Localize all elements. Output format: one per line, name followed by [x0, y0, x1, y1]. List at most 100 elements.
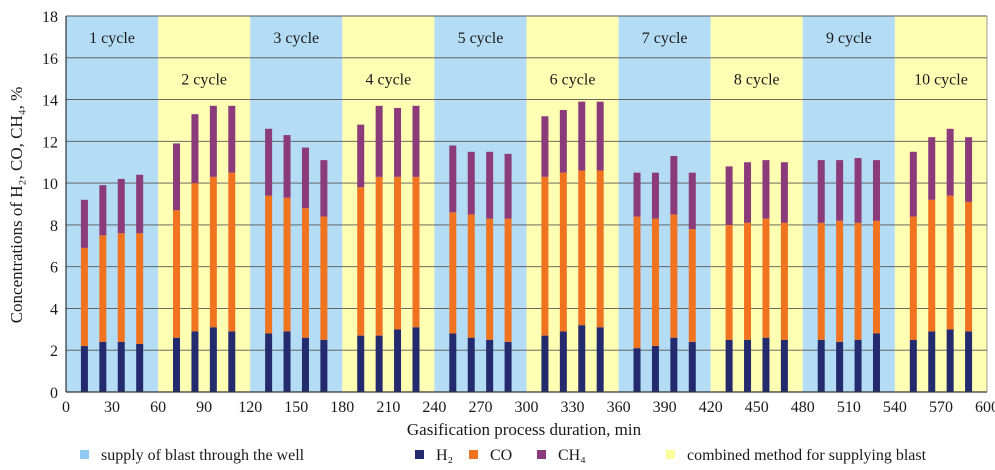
bar-segment-ch4: [725, 166, 733, 225]
bar-segment-h2: [854, 339, 862, 392]
axes: [65, 16, 988, 393]
cycle-label: 7 cycle: [642, 30, 688, 47]
bar-segment-ch4: [670, 155, 678, 215]
bar-segment-ch4: [228, 105, 236, 173]
bar-segment-h2: [688, 341, 696, 392]
x-tick-label: 210: [376, 399, 400, 416]
bar-segment-h2: [394, 329, 402, 392]
bar-segment-co: [394, 176, 402, 330]
gridlines: [66, 15, 987, 351]
x-tick-label: 240: [422, 399, 446, 416]
bar-segment-h2: [780, 339, 788, 392]
bar-segment-ch4: [80, 199, 88, 248]
bar-segment-h2: [136, 343, 144, 392]
bar-segment-h2: [375, 335, 383, 392]
bar-segment-h2: [80, 346, 88, 392]
bar-segment-co: [688, 229, 696, 342]
x-tick-label: 450: [745, 399, 769, 416]
bar-segment-co: [559, 172, 567, 332]
x-tick-label: 30: [104, 399, 120, 416]
y-tick-label: 2: [50, 343, 58, 360]
bar-segment-co: [670, 214, 678, 338]
bar-segment-co: [99, 235, 107, 342]
bar-segment-co: [486, 218, 494, 340]
y-tick-label: 4: [50, 301, 58, 318]
legend-swatch-ch4: [537, 450, 546, 459]
bar-segment-ch4: [504, 153, 512, 219]
cycle-label: 8 cycle: [734, 72, 780, 89]
bar-segment-h2: [596, 327, 604, 392]
bar-segment-ch4: [265, 128, 273, 196]
legend-swatch-co: [469, 450, 478, 459]
bar-segment-h2: [578, 325, 586, 392]
bar-segment-h2: [651, 346, 659, 392]
cycle-region: [250, 16, 343, 392]
x-tick-label: 60: [150, 399, 166, 416]
legend-swatch-h2: [415, 450, 424, 459]
bar-segment-h2: [486, 339, 494, 392]
bar-segment-co: [228, 172, 236, 332]
cycle-label: 5 cycle: [458, 30, 504, 47]
y-tick-label: 0: [50, 385, 58, 402]
bar-segment-ch4: [486, 151, 494, 219]
bar-segment-co: [872, 220, 880, 334]
y-tick-labels: 0 2 4 6 8 10 12 14 16 18: [42, 9, 58, 402]
bar-segment-ch4: [136, 174, 144, 234]
x-tick-label: 540: [883, 399, 907, 416]
y-tick-label: 18: [42, 9, 58, 26]
bar-segment-co: [928, 199, 936, 332]
bar-segment-ch4: [633, 172, 641, 217]
bar-segment-ch4: [394, 107, 402, 177]
x-tick-label: 180: [330, 399, 354, 416]
legend-swatch-combined: [666, 450, 675, 459]
bar-segment-ch4: [117, 178, 125, 234]
bar-segment-h2: [836, 341, 844, 392]
bar-segment-h2: [467, 337, 475, 392]
x-tick-label: 300: [515, 399, 539, 416]
bar-segment-co: [725, 224, 733, 340]
x-tick-label: 390: [653, 399, 677, 416]
bar-segment-ch4: [836, 160, 844, 221]
x-tick-label: 420: [699, 399, 723, 416]
cycle-label: 10 cycle: [914, 72, 968, 89]
x-tick-labels: 0 30 60 90 120 150 180 210 240 270 300 330 360 390 420…: [62, 399, 995, 416]
bar-segment-co: [209, 176, 217, 328]
bar-segment-ch4: [854, 158, 862, 223]
bar-segment-h2: [301, 337, 309, 392]
bar-segment-co: [596, 170, 604, 328]
bar-segment-co: [541, 176, 549, 336]
cycle-labels: 1 cycle 2 cycle 3 cycle 4 cycle 5 cycle 6 cyc…: [89, 30, 968, 89]
cycle-label: 2 cycle: [181, 72, 227, 89]
y-tick-label: 16: [42, 51, 58, 68]
cycle-label: 1 cycle: [89, 30, 135, 47]
bar-segment-ch4: [928, 137, 936, 200]
bar-segment-ch4: [412, 105, 420, 177]
bar-segment-co: [301, 208, 309, 338]
bar-segment-ch4: [375, 105, 383, 177]
cycle-label: 4 cycle: [365, 72, 411, 89]
cycle-label: 6 cycle: [550, 72, 596, 89]
bar-segment-co: [136, 233, 144, 344]
bar-segment-co: [265, 195, 273, 334]
x-tick-label: 570: [929, 399, 953, 416]
y-tick-label: 10: [42, 176, 58, 193]
x-tick-label: 90: [196, 399, 212, 416]
bar-segment-ch4: [688, 172, 696, 230]
bar-segment-h2: [357, 335, 365, 392]
bar-segment-h2: [99, 341, 107, 392]
bar-segment-co: [578, 170, 586, 326]
bar-segment-co: [117, 233, 125, 342]
legend-swatch-well: [80, 450, 89, 459]
bar-segment-h2: [928, 331, 936, 392]
bar-segment-h2: [559, 331, 567, 392]
cycle-label: 3 cycle: [273, 30, 319, 47]
bar-segment-ch4: [596, 101, 604, 171]
bar-segment-ch4: [965, 137, 973, 202]
x-tick-label: 600: [975, 399, 995, 416]
bar-segment-h2: [265, 333, 273, 392]
bar-segment-ch4: [173, 143, 181, 211]
bar-segment-co: [965, 201, 973, 332]
bar-segment-co: [946, 195, 954, 330]
bar-segment-co: [854, 222, 862, 340]
